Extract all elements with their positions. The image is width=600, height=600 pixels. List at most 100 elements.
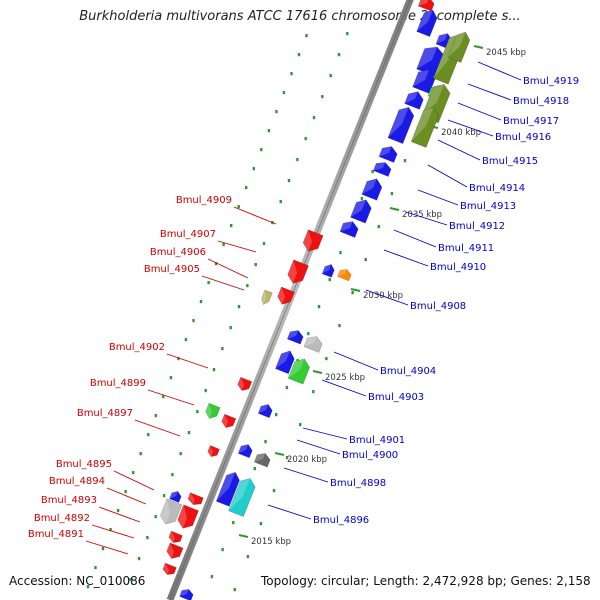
gene-arrow — [207, 445, 220, 457]
gene-label: Bmul_4918 — [513, 96, 569, 107]
leader-line — [417, 189, 459, 206]
leader-line — [207, 258, 249, 279]
scale-label: 2020 kbp — [287, 455, 327, 465]
gene-arrow — [361, 178, 383, 201]
gene-highlight — [228, 478, 251, 511]
dot-row — [192, 319, 195, 323]
gene-arrow — [447, 31, 471, 63]
dot-row — [290, 72, 293, 76]
scale-tick — [350, 288, 361, 292]
gene-arrow — [321, 264, 335, 278]
leader-line — [201, 275, 245, 291]
leader-line — [296, 439, 341, 455]
leader-line — [85, 540, 129, 555]
dot-row — [267, 129, 271, 133]
gene-block — [302, 229, 324, 252]
dot-row — [94, 566, 97, 570]
gene-highlight — [160, 498, 170, 525]
genome-summary: Topology: circular; Length: 2,472,928 bp… — [261, 574, 591, 588]
gene-label: Bmul_4906 — [150, 247, 206, 258]
gene-block — [275, 350, 295, 375]
dot-row — [139, 452, 142, 456]
dot-row — [162, 395, 165, 399]
gene-label: Bmul_4909 — [176, 195, 232, 206]
gene-highlight — [418, 0, 430, 6]
gene-arrow — [237, 444, 253, 459]
gene-arrow — [372, 162, 392, 177]
leader-line — [91, 524, 135, 539]
gene-block — [303, 336, 323, 353]
dot-row — [221, 347, 224, 351]
dot-row — [296, 359, 299, 363]
gene-highlight — [275, 350, 291, 369]
dot-row — [237, 305, 241, 309]
dot-row — [254, 263, 257, 267]
gene-highlight — [162, 563, 169, 575]
scale-label: 2025 kbp — [325, 373, 365, 383]
dot-row — [285, 386, 289, 390]
dot-row — [147, 433, 150, 437]
dot-row — [116, 509, 120, 513]
dot-row — [272, 489, 276, 493]
dot-row — [364, 258, 367, 262]
gene-block — [378, 146, 398, 163]
leader-line — [457, 102, 502, 121]
gene-arrow — [215, 471, 240, 507]
gene-arrow — [275, 350, 295, 375]
scale-tick — [473, 45, 484, 49]
gene-highlight — [435, 33, 448, 44]
dot-row — [304, 137, 307, 141]
leader-line — [477, 61, 522, 81]
gene-highlight — [221, 414, 228, 428]
gene-label: Bmul_4905 — [144, 264, 200, 275]
dot-row — [162, 494, 166, 498]
gene-arrow — [221, 413, 237, 428]
gene-highlight — [339, 221, 353, 232]
scale-tick — [238, 534, 249, 538]
gene-highlight — [216, 472, 236, 502]
gene-highlight — [361, 178, 377, 195]
dot-row — [233, 588, 236, 592]
backbone — [166, 0, 414, 600]
gene-highlight — [238, 444, 249, 454]
gene-highlight — [288, 358, 305, 379]
gene-arrow — [350, 199, 372, 224]
dot-row — [207, 281, 210, 285]
gene-arrow — [253, 453, 271, 468]
gene-block — [337, 269, 352, 282]
dot-row — [321, 95, 324, 99]
gene-block — [417, 0, 435, 12]
dot-row — [222, 243, 225, 247]
gene-label: Bmul_4911 — [438, 243, 494, 254]
dot-row — [179, 452, 182, 456]
leader-line — [333, 351, 379, 371]
dot-row — [171, 473, 174, 477]
dot-row — [129, 578, 132, 582]
dot-row — [154, 414, 157, 418]
gene-block — [160, 498, 183, 525]
gene-arrow — [339, 221, 359, 238]
gene-block — [166, 542, 184, 559]
dot-row — [390, 192, 394, 196]
gene-highlight — [322, 264, 332, 274]
gene-highlight — [421, 84, 445, 117]
gene-arrow — [205, 402, 221, 419]
leader-line — [217, 240, 257, 253]
gene-block — [228, 477, 256, 518]
gene-label: Bmul_4914 — [469, 183, 525, 194]
gene-highlight — [258, 404, 269, 414]
gene-highlight — [447, 32, 466, 58]
gene-block — [410, 107, 439, 148]
gene-label: Bmul_4917 — [503, 116, 559, 127]
dot-row — [86, 585, 90, 589]
gene-highlight — [207, 445, 213, 457]
dot-row — [275, 110, 278, 114]
gene-block — [207, 445, 220, 457]
leader-line — [283, 467, 329, 483]
gene-block — [253, 453, 271, 468]
gene-arrow — [287, 358, 310, 385]
dot-row — [246, 555, 250, 559]
dot-row — [196, 410, 199, 414]
dot-row — [275, 413, 278, 417]
